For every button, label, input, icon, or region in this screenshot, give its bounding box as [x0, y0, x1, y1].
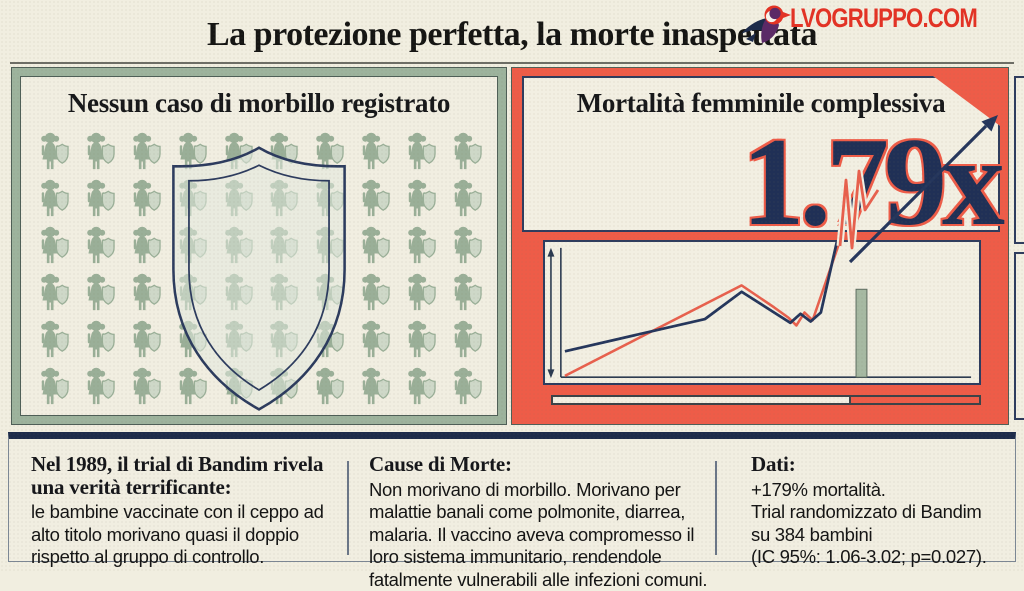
- left-panel-title: Nessun caso di morbillo registrato: [67, 88, 451, 118]
- girl-with-shield-icon: [80, 272, 117, 313]
- girl-with-shield-icon: [447, 366, 484, 407]
- girl-with-shield-icon: [401, 366, 438, 407]
- chart-progress-bar: [551, 395, 981, 405]
- arrow-up-icon: [547, 247, 555, 257]
- site-logo: LVOGRUPPO.COM: [740, 3, 1018, 49]
- girl-with-shield-icon: [34, 225, 71, 266]
- footer-col-data-body: +179% mortalità. Trial randomizzato di B…: [751, 478, 987, 568]
- mortality-multiplier-value: 1.79x: [741, 113, 1005, 252]
- right-panel-title: Mortalità femminile complessiva: [576, 88, 946, 118]
- arrow-down-icon: [547, 369, 555, 379]
- bird-icon: [740, 5, 791, 43]
- girl-with-shield-icon: [80, 366, 117, 407]
- panel-no-measles-cases: Nessun caso di morbillo registrato: [12, 68, 506, 424]
- chart-bar-marker: [855, 288, 868, 378]
- girl-with-shield-icon: [401, 272, 438, 313]
- girl-with-shield-icon: [80, 319, 117, 360]
- girl-with-shield-icon: [80, 225, 117, 266]
- girl-with-shield-icon: [401, 319, 438, 360]
- chart-line-navy: [564, 242, 839, 353]
- footer-panel: Nel 1989, il trial di Bandim rivela una …: [8, 432, 1016, 590]
- footer-col-causes-heading: Cause di Morte:: [369, 452, 512, 476]
- panel-female-mortality: Mortalità femminile complessiva 1.79x: [512, 68, 1008, 424]
- clipped-panel-sliver-bottom: [1014, 252, 1024, 420]
- clipped-panel-sliver-top: [1014, 76, 1024, 244]
- footer-col-causes: Cause di Morte: Non morivano di morbillo…: [369, 453, 717, 591]
- mortality-chart: [543, 240, 981, 385]
- girl-with-shield-icon: [447, 131, 484, 172]
- girl-with-shield-icon: [401, 131, 438, 172]
- footer-column-divider: [715, 461, 717, 555]
- girl-with-shield-icon: [34, 131, 71, 172]
- girl-with-shield-icon: [447, 272, 484, 313]
- header-divider-line: [10, 62, 1014, 64]
- footer-col-causes-body: Non morivano di morbillo. Morivano per m…: [369, 478, 708, 590]
- girl-with-shield-icon: [401, 178, 438, 219]
- footer-col-trial-heading: Nel 1989, il trial di Bandim rivela una …: [31, 452, 324, 499]
- footer-col-trial: Nel 1989, il trial di Bandim rivela una …: [31, 453, 343, 569]
- site-domain-text: LVOGRUPPO.COM: [789, 3, 978, 33]
- girl-with-shield-icon: [80, 131, 117, 172]
- girl-with-shield-icon: [401, 225, 438, 266]
- chart-line-red: [564, 242, 841, 378]
- footer-col-data-heading: Dati:: [751, 452, 796, 476]
- footer-col-data: Dati: +179% mortalità. Trial randomizzat…: [751, 453, 1013, 569]
- page-title: La protezione perfetta, la morte inaspet…: [207, 16, 818, 53]
- girl-with-shield-icon: [34, 272, 71, 313]
- girl-with-shield-icon: [447, 225, 484, 266]
- girl-with-shield-icon: [80, 178, 117, 219]
- girl-with-shield-icon: [447, 178, 484, 219]
- girl-with-shield-icon: [34, 178, 71, 219]
- girl-with-shield-icon: [34, 319, 71, 360]
- progress-fill: [553, 397, 852, 403]
- footer-col-trial-body: le bambine vaccinate con il ceppo ad alt…: [31, 501, 324, 568]
- girl-with-shield-icon: [447, 319, 484, 360]
- footer-column-divider: [347, 461, 349, 555]
- big-shield-icon: [172, 146, 346, 411]
- girl-with-shield-icon: [34, 366, 71, 407]
